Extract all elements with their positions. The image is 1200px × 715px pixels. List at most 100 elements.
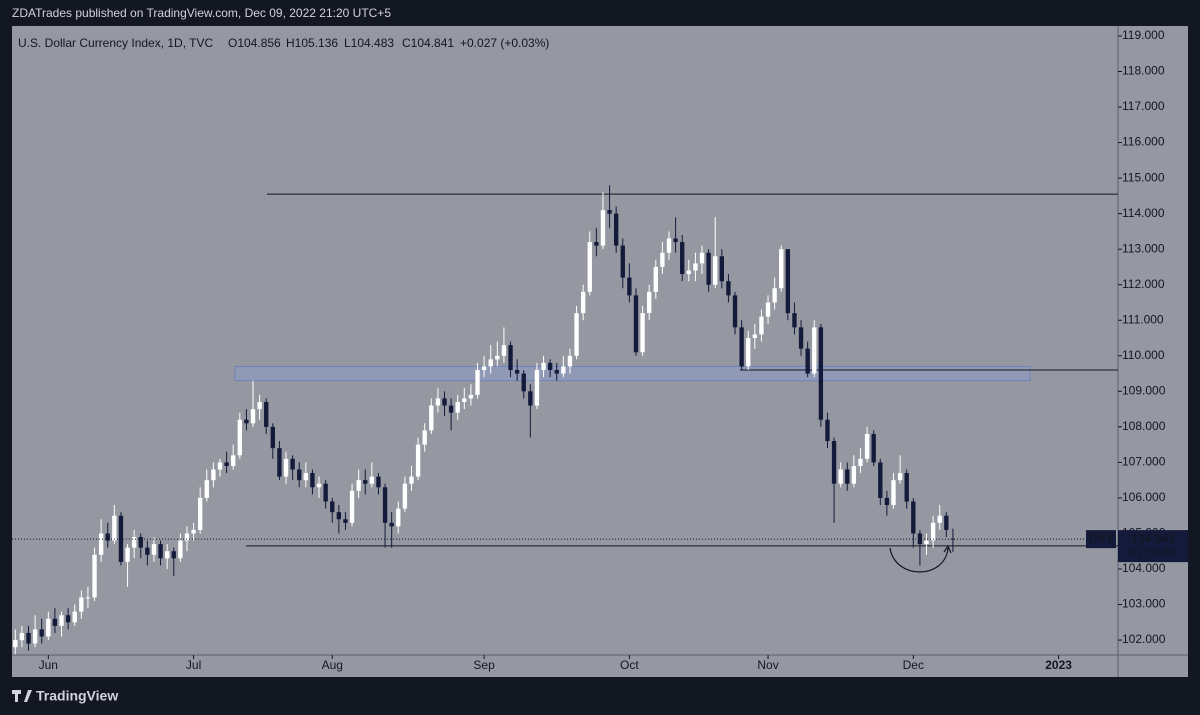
candle-body: [600, 210, 606, 246]
candle-body: [198, 497, 203, 530]
y-tick-label: 115.000: [1122, 170, 1165, 184]
candle-body: [521, 373, 526, 392]
candle-body: [105, 533, 110, 541]
candle-body: [52, 618, 58, 626]
ohlc-label: H105.136: [286, 36, 338, 50]
candle-body: [125, 547, 130, 562]
symbol-tag: [1086, 530, 1116, 549]
candle-body: [112, 515, 117, 541]
x-tick-label: Oct: [620, 658, 639, 672]
candle-body: [732, 295, 738, 328]
x-tick-label: Sep: [473, 658, 495, 672]
candle-body: [765, 302, 771, 317]
candle-body: [290, 458, 295, 470]
candle-body: [534, 369, 540, 406]
logo-mark: [12, 690, 32, 702]
candle-body: [495, 355, 500, 360]
chart-area: [12, 26, 1188, 677]
candle-body: [19, 632, 25, 641]
candle-body: [818, 327, 824, 420]
candle-body: [297, 469, 302, 481]
x-tick-label: Jul: [186, 658, 201, 672]
candle-body: [950, 538, 956, 540]
candle-body: [363, 480, 368, 484]
candle-body: [752, 334, 758, 339]
candle-body: [567, 355, 573, 367]
candle-body: [580, 291, 586, 314]
arc-annotation: [889, 547, 949, 573]
candle-body: [798, 327, 804, 349]
candle-body: [264, 401, 269, 427]
candle-body: [772, 288, 777, 303]
candle-body: [415, 444, 421, 477]
candle-body: [32, 629, 38, 644]
y-tick-label: 103.000: [1122, 597, 1166, 611]
candle-body: [680, 242, 685, 275]
candle-body: [323, 483, 328, 502]
candle-body: [891, 480, 896, 506]
candle-body: [217, 462, 223, 470]
ohlc-label: L104.483: [344, 36, 394, 50]
arc-arrow: [943, 544, 952, 554]
candle-body: [422, 430, 427, 445]
candle-body: [231, 455, 236, 466]
y-tick-label: 109.000: [1122, 383, 1166, 397]
y-tick-label: 112.000: [1122, 277, 1165, 291]
brand: TradingView: [36, 688, 118, 704]
candle-body: [897, 473, 903, 481]
candle-body: [660, 252, 665, 267]
candle-body: [574, 313, 579, 356]
candle-body: [547, 362, 553, 370]
candle-body: [224, 462, 229, 466]
candle-body: [237, 419, 242, 456]
candle-body: [455, 401, 460, 413]
candle-body: [65, 615, 71, 623]
y-tick-label: 110.000: [1122, 348, 1165, 362]
candle-body: [409, 476, 414, 484]
candle-body: [46, 618, 51, 637]
y-tick-label: 108.000: [1122, 419, 1166, 433]
candle-body: [719, 256, 724, 282]
candle-body: [911, 501, 916, 534]
candle-body: [607, 210, 612, 214]
y-tick-label: 113.000: [1122, 241, 1165, 255]
candle-body: [613, 213, 619, 246]
candle-body: [627, 277, 632, 296]
candle-body: [435, 398, 441, 406]
candle-body: [779, 249, 784, 289]
candle-body: [151, 544, 157, 555]
candle-body: [468, 394, 474, 399]
x-tick-label: Aug: [322, 658, 343, 672]
candle-body: [746, 338, 751, 367]
candle-body: [13, 640, 18, 648]
candle-body: [250, 409, 256, 424]
x-tick-label: 2023: [1045, 658, 1072, 672]
y-tick-label: 102.000: [1122, 632, 1166, 646]
candle-body: [310, 473, 315, 488]
candle-body: [369, 476, 375, 484]
candle-body: [508, 345, 513, 370]
candle-body: [633, 295, 639, 353]
candle-body: [336, 512, 342, 520]
candle-body: [376, 476, 381, 488]
y-tick-label: 117.000: [1122, 99, 1165, 113]
candle-body: [561, 366, 566, 374]
candle-body: [164, 551, 170, 559]
published-line: ZDATrades published on TradingView.com, …: [12, 6, 391, 20]
candle-body: [785, 249, 791, 314]
countdown: 07:39:45: [1130, 545, 1177, 559]
candle-body: [514, 369, 520, 374]
candle-body: [686, 270, 691, 275]
symbol: DXY: [1089, 531, 1114, 545]
candle-body: [349, 490, 355, 523]
candle-body: [389, 522, 394, 527]
candle-body: [640, 313, 645, 353]
candle-body: [131, 537, 137, 548]
candle-body: [904, 473, 909, 502]
candle-body: [528, 391, 533, 406]
candle-body: [429, 405, 434, 431]
candle-body: [283, 458, 289, 477]
candle-body: [831, 441, 837, 484]
